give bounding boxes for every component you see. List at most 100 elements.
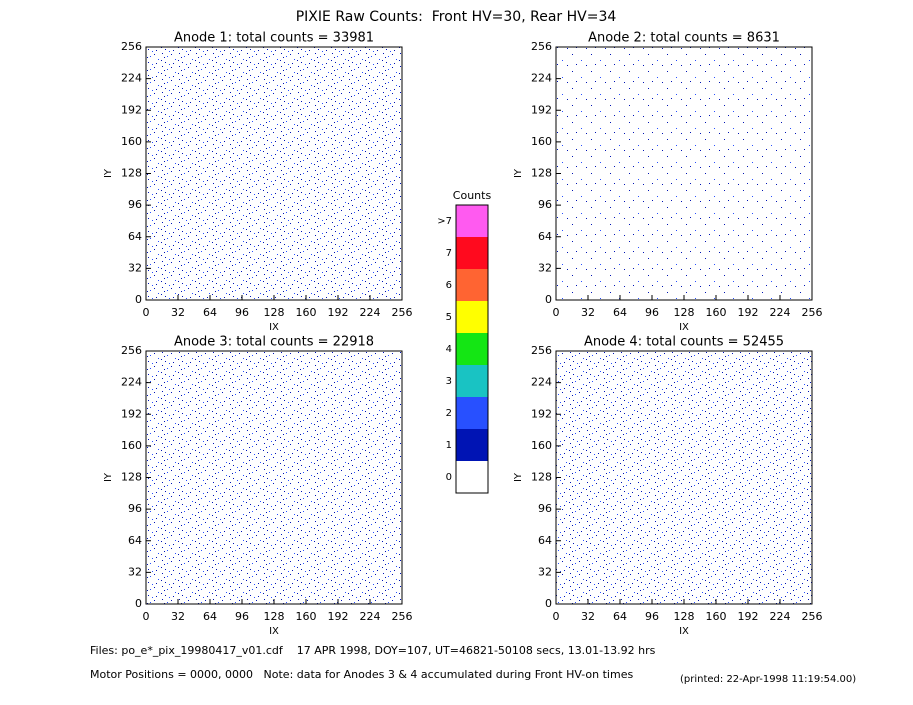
x-tick-label: 192 (738, 306, 759, 319)
y-tick-label: 64 (538, 534, 552, 547)
colorbar-swatch (456, 205, 488, 237)
x-tick-label: 64 (613, 306, 627, 319)
x-tick-label: 96 (645, 610, 659, 623)
y-tick-label: 128 (531, 471, 552, 484)
y-tick-label: 96 (128, 502, 142, 515)
y-tick-label: 128 (121, 167, 142, 180)
x-tick-label: 32 (581, 306, 595, 319)
colorbar-label: 6 (446, 280, 452, 291)
y-tick-label: 96 (128, 198, 142, 211)
x-tick-label: 32 (171, 610, 185, 623)
x-tick-label: 224 (360, 610, 381, 623)
colorbar-swatch (456, 429, 488, 461)
y-tick-label: 160 (531, 439, 552, 452)
colorbar-label: 5 (446, 312, 452, 323)
y-tick-label: 64 (128, 230, 142, 243)
x-tick-label: 160 (296, 306, 317, 319)
x-tick-label: 128 (674, 306, 695, 319)
x-axis-label: IX (679, 626, 689, 637)
colorbar-frame (455, 204, 489, 494)
y-tick-label: 160 (531, 135, 552, 148)
x-tick-label: 192 (328, 610, 349, 623)
heatmap-texture (146, 47, 402, 300)
colorbar-title: Counts (453, 189, 492, 202)
colorbar-swatch (456, 237, 488, 269)
y-tick-label: 96 (538, 198, 552, 211)
x-tick-label: 96 (645, 306, 659, 319)
x-tick-label: 64 (203, 306, 217, 319)
heatmap-texture (556, 47, 812, 300)
x-tick-label: 0 (553, 610, 560, 623)
y-tick-label: 0 (135, 293, 142, 306)
colorbar-label: >7 (437, 216, 452, 227)
x-tick-label: 0 (553, 306, 560, 319)
x-tick-label: 128 (264, 610, 285, 623)
x-tick-label: 192 (328, 306, 349, 319)
colorbar-label: 4 (446, 344, 452, 355)
colorbar-label: 1 (446, 440, 452, 451)
heatmap-texture (146, 351, 402, 604)
x-tick-label: 160 (296, 610, 317, 623)
colorbar-label: 2 (446, 408, 452, 419)
y-tick-label: 224 (121, 376, 142, 389)
main-title: PIXIE Raw Counts: Front HV=30, Rear HV=3… (296, 9, 617, 25)
y-tick-label: 160 (121, 439, 142, 452)
y-tick-label: 224 (531, 376, 552, 389)
y-tick-label: 224 (531, 72, 552, 85)
x-tick-label: 128 (264, 306, 285, 319)
x-tick-label: 64 (203, 610, 217, 623)
y-tick-label: 32 (538, 565, 552, 578)
x-tick-label: 160 (706, 610, 727, 623)
x-tick-label: 256 (392, 610, 413, 623)
y-tick-label: 32 (538, 261, 552, 274)
y-tick-label: 32 (128, 261, 142, 274)
panel-title: Anode 3: total counts = 22918 (174, 335, 374, 350)
x-tick-label: 160 (706, 306, 727, 319)
y-tick-label: 160 (121, 135, 142, 148)
x-tick-label: 256 (802, 610, 823, 623)
x-tick-label: 256 (802, 306, 823, 319)
y-axis-label: IY (513, 472, 524, 482)
y-tick-label: 64 (128, 534, 142, 547)
colorbar-label: 7 (446, 248, 452, 259)
y-tick-label: 192 (531, 407, 552, 420)
x-tick-label: 128 (674, 610, 695, 623)
colorbar-swatch (456, 365, 488, 397)
x-tick-label: 224 (360, 306, 381, 319)
x-tick-label: 192 (738, 610, 759, 623)
x-tick-label: 96 (235, 306, 249, 319)
colorbar-swatch (456, 301, 488, 333)
y-axis-label: IY (513, 168, 524, 178)
y-tick-label: 32 (128, 565, 142, 578)
colorbar-swatch (456, 461, 488, 493)
panel-title: Anode 1: total counts = 33981 (174, 31, 374, 46)
colorbar-label: 0 (446, 472, 452, 483)
heatmap-texture (556, 351, 812, 604)
x-tick-label: 64 (613, 610, 627, 623)
x-tick-label: 0 (143, 306, 150, 319)
y-tick-label: 0 (545, 597, 552, 610)
y-tick-label: 0 (135, 597, 142, 610)
y-tick-label: 256 (121, 40, 142, 53)
y-tick-label: 192 (121, 407, 142, 420)
footer-files: Files: po_e*_pix_19980417_v01.cdf 17 APR… (90, 644, 656, 657)
y-tick-label: 0 (545, 293, 552, 306)
y-tick-label: 192 (121, 103, 142, 116)
y-tick-label: 192 (531, 103, 552, 116)
colorbar-swatch (456, 333, 488, 365)
panel-title: Anode 4: total counts = 52455 (584, 335, 784, 350)
y-tick-label: 128 (121, 471, 142, 484)
y-axis-label: IY (103, 168, 114, 178)
x-tick-label: 224 (770, 610, 791, 623)
x-tick-label: 96 (235, 610, 249, 623)
colorbar-swatch (456, 269, 488, 301)
x-axis-label: IX (679, 322, 689, 333)
y-tick-label: 128 (531, 167, 552, 180)
x-tick-label: 32 (171, 306, 185, 319)
colorbar-swatch (456, 397, 488, 429)
x-axis-label: IX (269, 626, 279, 637)
footer-printed: (printed: 22-Apr-1998 11:19:54.00) (680, 674, 856, 685)
x-tick-label: 256 (392, 306, 413, 319)
y-tick-label: 256 (531, 40, 552, 53)
